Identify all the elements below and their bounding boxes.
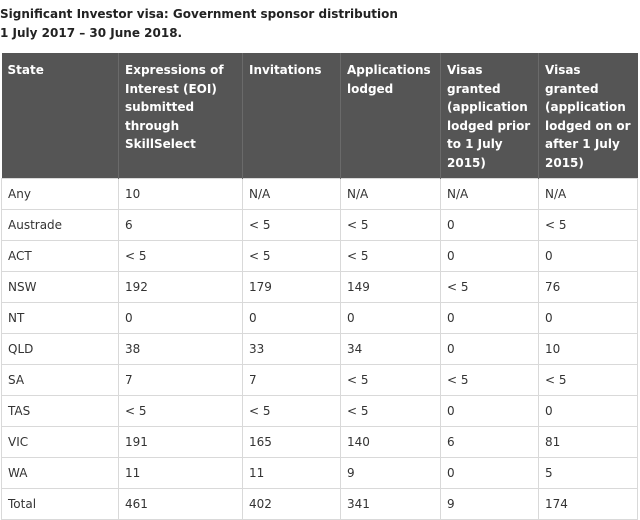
header-visas-granted-after-2015: Visas granted (application lodged on or … — [538, 53, 638, 179]
cell-visas-granted-prior-2015: < 5 — [440, 271, 539, 303]
cell-eoi-submitted: 0 — [118, 302, 243, 334]
cell-state: VIC — [1, 426, 119, 458]
table-header-row: State Expressions of Interest (EOI) subm… — [1, 53, 638, 179]
visa-distribution-table: State Expressions of Interest (EOI) subm… — [1, 53, 638, 520]
cell-state: Any — [1, 178, 119, 210]
cell-visas-granted-prior-2015: 0 — [440, 302, 539, 334]
cell-invitations: < 5 — [242, 395, 341, 427]
cell-visas-granted-after-2015: 0 — [538, 240, 638, 272]
cell-eoi-submitted: 38 — [118, 333, 243, 365]
table-row: NSW 192 179 149 < 5 76 — [1, 271, 638, 303]
cell-eoi-submitted: < 5 — [118, 395, 243, 427]
cell-visas-granted-after-2015: 81 — [538, 426, 638, 458]
cell-visas-granted-after-2015: 174 — [538, 488, 638, 520]
cell-visas-granted-after-2015: 0 — [538, 302, 638, 334]
cell-visas-granted-prior-2015: 0 — [440, 209, 539, 241]
cell-eoi-submitted: 192 — [118, 271, 243, 303]
caption-date-range: 1 July 2017 – 30 June 2018. — [0, 26, 183, 40]
cell-applications-lodged: N/A — [340, 178, 441, 210]
cell-visas-granted-after-2015: 5 — [538, 457, 638, 489]
cell-visas-granted-after-2015: N/A — [538, 178, 638, 210]
table-caption: Significant Investor visa: Government sp… — [0, 5, 398, 43]
header-state: State — [1, 53, 119, 179]
cell-visas-granted-prior-2015: 0 — [440, 333, 539, 365]
cell-visas-granted-after-2015: 76 — [538, 271, 638, 303]
header-visas-granted-prior-2015: Visas granted (application lodged prior … — [440, 53, 539, 179]
table-row: SA 7 7 < 5 < 5 < 5 — [1, 364, 638, 396]
cell-visas-granted-after-2015: 10 — [538, 333, 638, 365]
cell-invitations: 33 — [242, 333, 341, 365]
header-eoi-submitted: Expressions of Interest (EOI) submitted … — [118, 53, 243, 179]
cell-invitations: 0 — [242, 302, 341, 334]
cell-state: Total — [1, 488, 119, 520]
cell-state: ACT — [1, 240, 119, 272]
header-applications-lodged: Applications lodged — [340, 53, 441, 179]
cell-state: QLD — [1, 333, 119, 365]
cell-invitations: 179 — [242, 271, 341, 303]
caption-title: Significant Investor visa: Government sp… — [0, 7, 398, 21]
table-row: VIC 191 165 140 6 81 — [1, 426, 638, 458]
cell-applications-lodged: 341 — [340, 488, 441, 520]
cell-visas-granted-prior-2015: 9 — [440, 488, 539, 520]
cell-visas-granted-prior-2015: 0 — [440, 457, 539, 489]
cell-applications-lodged: 9 — [340, 457, 441, 489]
cell-applications-lodged: < 5 — [340, 240, 441, 272]
cell-eoi-submitted: 6 — [118, 209, 243, 241]
cell-visas-granted-prior-2015: 6 — [440, 426, 539, 458]
cell-applications-lodged: 149 — [340, 271, 441, 303]
cell-eoi-submitted: 11 — [118, 457, 243, 489]
cell-invitations: 402 — [242, 488, 341, 520]
table-row: Any 10 N/A N/A N/A N/A — [1, 178, 638, 210]
cell-visas-granted-after-2015: < 5 — [538, 364, 638, 396]
cell-invitations: 7 — [242, 364, 341, 396]
cell-applications-lodged: 0 — [340, 302, 441, 334]
cell-state: Austrade — [1, 209, 119, 241]
table-row: WA 11 11 9 0 5 — [1, 457, 638, 489]
cell-eoi-submitted: < 5 — [118, 240, 243, 272]
cell-visas-granted-prior-2015: N/A — [440, 178, 539, 210]
cell-applications-lodged: 140 — [340, 426, 441, 458]
table-row: QLD 38 33 34 0 10 — [1, 333, 638, 365]
cell-eoi-submitted: 7 — [118, 364, 243, 396]
cell-state: WA — [1, 457, 119, 489]
table-row: NT 0 0 0 0 0 — [1, 302, 638, 334]
cell-visas-granted-prior-2015: 0 — [440, 395, 539, 427]
table-row: Total 461 402 341 9 174 — [1, 488, 638, 520]
cell-state: NT — [1, 302, 119, 334]
cell-state: NSW — [1, 271, 119, 303]
table-row: Austrade 6 < 5 < 5 0 < 5 — [1, 209, 638, 241]
cell-applications-lodged: < 5 — [340, 209, 441, 241]
cell-invitations: 11 — [242, 457, 341, 489]
cell-applications-lodged: < 5 — [340, 364, 441, 396]
cell-applications-lodged: 34 — [340, 333, 441, 365]
cell-applications-lodged: < 5 — [340, 395, 441, 427]
header-invitations: Invitations — [242, 53, 341, 179]
cell-eoi-submitted: 461 — [118, 488, 243, 520]
cell-visas-granted-prior-2015: < 5 — [440, 364, 539, 396]
cell-invitations: < 5 — [242, 240, 341, 272]
cell-eoi-submitted: 10 — [118, 178, 243, 210]
cell-invitations: N/A — [242, 178, 341, 210]
table-body: Any 10 N/A N/A N/A N/A Austrade 6 < 5 < 5 0 < 5 ACT <… — [1, 178, 638, 520]
cell-visas-granted-prior-2015: 0 — [440, 240, 539, 272]
cell-visas-granted-after-2015: 0 — [538, 395, 638, 427]
cell-invitations: 165 — [242, 426, 341, 458]
cell-visas-granted-after-2015: < 5 — [538, 209, 638, 241]
cell-eoi-submitted: 191 — [118, 426, 243, 458]
cell-state: TAS — [1, 395, 119, 427]
cell-invitations: < 5 — [242, 209, 341, 241]
cell-state: SA — [1, 364, 119, 396]
